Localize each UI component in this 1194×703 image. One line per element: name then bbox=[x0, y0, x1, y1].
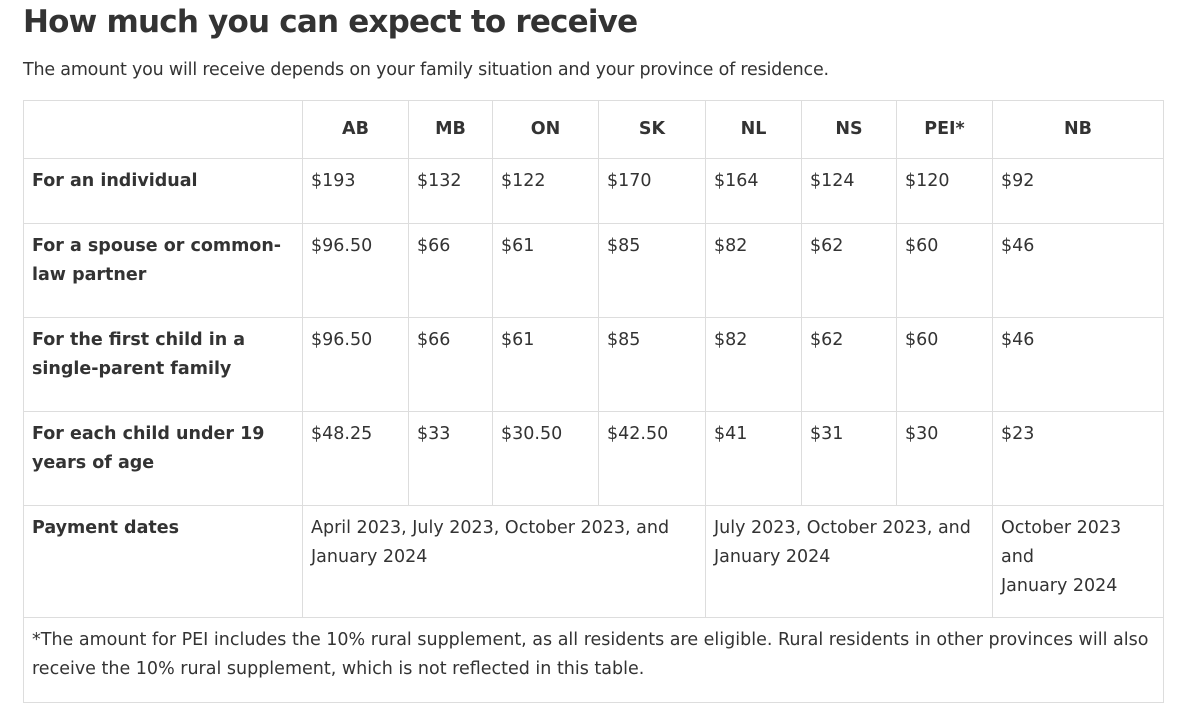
table-cell: $85 bbox=[598, 317, 706, 412]
row-label: For the first child in a single-parent f… bbox=[23, 317, 303, 412]
table-cell: $23 bbox=[992, 411, 1164, 506]
table-cell: $124 bbox=[801, 158, 897, 224]
table-cell: $170 bbox=[598, 158, 706, 224]
table-row: For an individual $193 $132 $122 $170 $1… bbox=[23, 158, 1164, 224]
column-header: PEI* bbox=[896, 100, 993, 159]
table-cell: $62 bbox=[801, 223, 897, 318]
table-footnote: *The amount for PEI includes the 10% rur… bbox=[23, 617, 1164, 703]
column-header: MB bbox=[408, 100, 493, 159]
table-row: For the first child in a single-parent f… bbox=[23, 317, 1164, 412]
table-cell: $42.50 bbox=[598, 411, 706, 506]
table-cell: $164 bbox=[705, 158, 802, 224]
table-cell: $31 bbox=[801, 411, 897, 506]
table-cell: $33 bbox=[408, 411, 493, 506]
table-cell: $66 bbox=[408, 223, 493, 318]
payment-table: AB MB ON SK NL NS PEI* NB For an individ… bbox=[23, 100, 1164, 703]
table-cell: $62 bbox=[801, 317, 897, 412]
footnote-row: *The amount for PEI includes the 10% rur… bbox=[23, 617, 1164, 703]
page-heading: How much you can expect to receive bbox=[23, 4, 638, 40]
table-cell: $120 bbox=[896, 158, 993, 224]
payment-dates-nl-ns-pei: July 2023, October 2023, and January 202… bbox=[705, 505, 993, 618]
row-label: For a spouse or common-law partner bbox=[23, 223, 303, 318]
row-label: For each child under 19 years of age bbox=[23, 411, 303, 506]
table-row: For each child under 19 years of age $48… bbox=[23, 411, 1164, 506]
column-header: NS bbox=[801, 100, 897, 159]
table-cell: $46 bbox=[992, 317, 1164, 412]
table-cell: $60 bbox=[896, 317, 993, 412]
table-cell: $193 bbox=[302, 158, 409, 224]
intro-text: The amount you will receive depends on y… bbox=[23, 60, 829, 80]
row-label: For an individual bbox=[23, 158, 303, 224]
payment-dates-nb-line: January 2024 bbox=[1001, 576, 1118, 596]
table-cell: $122 bbox=[492, 158, 599, 224]
table-cell: $82 bbox=[705, 317, 802, 412]
table-cell: $41 bbox=[705, 411, 802, 506]
table-cell: $85 bbox=[598, 223, 706, 318]
table-row: For a spouse or common-law partner $96.5… bbox=[23, 223, 1164, 318]
payment-dates-nb-line: October 2023 bbox=[1001, 518, 1122, 538]
table-cell: $61 bbox=[492, 317, 599, 412]
column-header: NL bbox=[705, 100, 802, 159]
table-cell: $30 bbox=[896, 411, 993, 506]
table-cell: $30.50 bbox=[492, 411, 599, 506]
table-cell: $46 bbox=[992, 223, 1164, 318]
payment-dates-ab-mb-on-sk: April 2023, July 2023, October 2023, and… bbox=[302, 505, 706, 618]
empty-header-cell bbox=[23, 100, 303, 159]
column-header: AB bbox=[302, 100, 409, 159]
column-header: ON bbox=[492, 100, 599, 159]
table-cell: $60 bbox=[896, 223, 993, 318]
table-cell: $96.50 bbox=[302, 317, 409, 412]
table-cell: $92 bbox=[992, 158, 1164, 224]
table-cell: $132 bbox=[408, 158, 493, 224]
column-header: NB bbox=[992, 100, 1164, 159]
table-cell: $96.50 bbox=[302, 223, 409, 318]
row-label: Payment dates bbox=[23, 505, 303, 618]
table-cell: $82 bbox=[705, 223, 802, 318]
payment-dates-nb-line: and bbox=[1001, 547, 1034, 567]
payment-dates-row: Payment dates April 2023, July 2023, Oct… bbox=[23, 505, 1164, 618]
table-cell: $61 bbox=[492, 223, 599, 318]
column-header: SK bbox=[598, 100, 706, 159]
table-header-row: AB MB ON SK NL NS PEI* NB bbox=[23, 100, 1164, 159]
table-cell: $66 bbox=[408, 317, 493, 412]
payment-dates-nb: October 2023 and January 2024 bbox=[992, 505, 1164, 618]
table-cell: $48.25 bbox=[302, 411, 409, 506]
